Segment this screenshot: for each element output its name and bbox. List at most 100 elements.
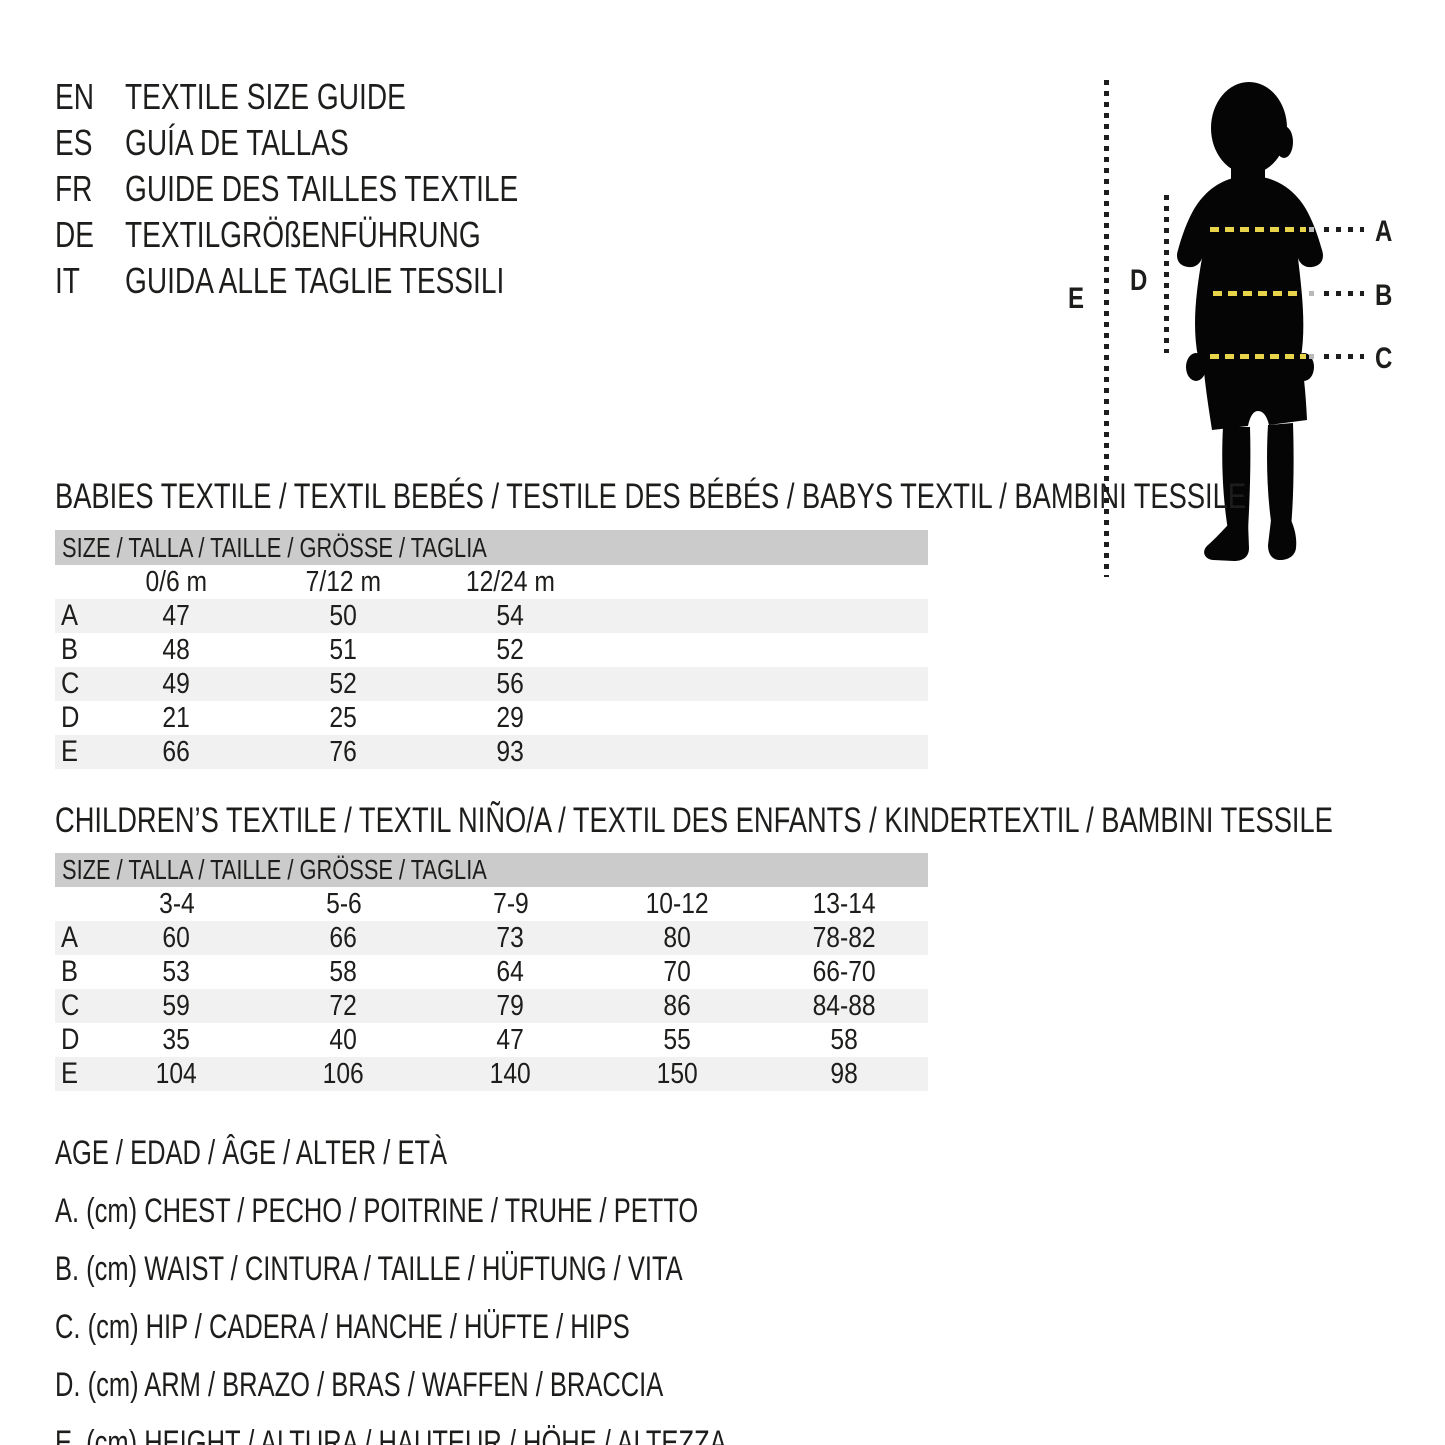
babies-section-title: BABIES TEXTILE / TEXTIL BEBÉS / TESTILE …: [55, 478, 1445, 516]
cell-value: 104: [155, 1057, 198, 1090]
table-row-D: D 35 40 47 55 58: [55, 1023, 928, 1057]
cell-value: 80: [663, 921, 692, 954]
column-header: 7/12 m: [305, 565, 382, 598]
table-row-D: D 21 25 29: [55, 701, 928, 735]
empty-cell: [594, 565, 761, 599]
row-label: C: [61, 667, 80, 700]
empty-cell: [761, 565, 928, 599]
row-label: D: [61, 701, 80, 734]
cell-value: 78-82: [812, 921, 877, 954]
cell-value: 47: [162, 599, 191, 632]
empty-cell: [761, 735, 928, 769]
language-title: GUIDA ALLE TAGLIE TESSILI: [125, 260, 505, 301]
cell-value: 106: [322, 1057, 365, 1090]
cell-value: 50: [329, 599, 358, 632]
cell-value: 56: [496, 667, 525, 700]
column-header: 13-14: [812, 887, 877, 920]
figure-label-D: D: [1130, 264, 1148, 297]
row-label: D: [61, 1023, 80, 1056]
row-label: C: [61, 989, 80, 1022]
language-code: ES: [55, 122, 93, 163]
cell-value: 58: [830, 1023, 859, 1056]
babies-size-header-text: SIZE / TALLA / TAILLE / GRÖSSE / TAGLIA: [62, 531, 487, 563]
legend-height: E. (cm) HEIGHT / ALTURA / HAUTEUR / HÖHE…: [55, 1423, 727, 1445]
column-header: 5-6: [325, 887, 362, 920]
language-code: IT: [55, 260, 80, 301]
row-label: E: [61, 735, 79, 768]
language-row-es: ES GUÍA DE TALLAS: [55, 120, 629, 166]
hip-dash-line-C: [1210, 354, 1306, 359]
language-row-de: DE TEXTILGRÖßENFÜHRUNG: [55, 212, 629, 258]
legend-waist: B. (cm) WAIST / CINTURA / TAILLE / HÜFTU…: [55, 1249, 683, 1288]
cell-value: 52: [496, 633, 525, 666]
cell-value: 73: [496, 921, 525, 954]
cell-value: 72: [329, 989, 358, 1022]
chest-dash-fade-A: [1309, 227, 1321, 232]
language-title: GUIDE DES TAILLES TEXTILE: [125, 168, 519, 209]
children-size-table: 3-4 5-6 7-9 10-12 13-14 A 60 66 73 80 78…: [55, 887, 928, 1091]
table-row-B: B 48 51 52: [55, 633, 928, 667]
empty-cell: [55, 565, 93, 599]
child-silhouette: [1177, 82, 1323, 561]
table-row-C: C 59 72 79 86 84-88: [55, 989, 928, 1023]
empty-cell: [761, 701, 928, 735]
empty-cell: [594, 735, 761, 769]
cell-value: 35: [162, 1023, 191, 1056]
cell-value: 47: [496, 1023, 525, 1056]
column-header: 10-12: [645, 887, 710, 920]
children-size-header-text: SIZE / TALLA / TAILLE / GRÖSSE / TAGLIA: [62, 854, 487, 885]
language-row-en: EN TEXTILE SIZE GUIDE: [55, 74, 629, 120]
hip-dotted-line-C: [1324, 354, 1364, 359]
row-label: E: [61, 1057, 79, 1090]
cell-value: 48: [162, 633, 191, 666]
language-row-fr: FR GUIDE DES TAILLES TEXTILE: [55, 166, 629, 212]
cell-value: 79: [496, 989, 525, 1022]
cell-value: 29: [496, 701, 525, 734]
waist-dash-line-B: [1213, 291, 1303, 296]
babies-section-title-text: BABIES TEXTILE / TEXTIL BEBÉS / TESTILE …: [55, 477, 1247, 516]
cell-value: 93: [496, 735, 525, 768]
babies-size-table: 0/6 m 7/12 m 12/24 m A 47 50 54 B 48 51 …: [55, 565, 928, 769]
children-size-header-bar: SIZE / TALLA / TAILLE / GRÖSSE / TAGLIA: [55, 853, 928, 887]
waist-dash-fade-B: [1309, 291, 1321, 296]
legend-hip: C. (cm) HIP / CADERA / HANCHE / HÜFTE / …: [55, 1307, 630, 1346]
empty-cell: [594, 599, 761, 633]
figure-label-A: A: [1375, 215, 1393, 248]
cell-value: 53: [162, 955, 191, 988]
column-header: 3-4: [158, 887, 195, 920]
cell-value: 86: [663, 989, 692, 1022]
figure-label-B: B: [1375, 279, 1393, 312]
cell-value: 64: [496, 955, 525, 988]
empty-cell: [761, 667, 928, 701]
children-column-header-row: 3-4 5-6 7-9 10-12 13-14: [55, 887, 928, 921]
babies-size-header-bar: SIZE / TALLA / TAILLE / GRÖSSE / TAGLIA: [55, 530, 928, 565]
cell-value: 54: [496, 599, 525, 632]
empty-cell: [594, 667, 761, 701]
cell-value: 60: [162, 921, 191, 954]
cell-value: 140: [489, 1057, 532, 1090]
figure-label-E: E: [1068, 282, 1085, 315]
column-header: 0/6 m: [145, 565, 208, 598]
babies-column-header-row: 0/6 m 7/12 m 12/24 m: [55, 565, 928, 599]
legend-age: AGE / EDAD / ÂGE / ALTER / ETÀ: [55, 1133, 448, 1172]
cell-value: 150: [656, 1057, 699, 1090]
language-code: EN: [55, 76, 95, 117]
language-title: TEXTILGRÖßENFÜHRUNG: [125, 214, 481, 255]
table-row-E: E 66 76 93: [55, 735, 928, 769]
cell-value: 66: [329, 921, 358, 954]
row-label: A: [61, 599, 79, 632]
table-row-C: C 49 52 56: [55, 667, 928, 701]
cell-value: 58: [329, 955, 358, 988]
cell-value: 76: [329, 735, 358, 768]
cell-value: 55: [663, 1023, 692, 1056]
hip-dash-fade-C: [1309, 354, 1321, 359]
cell-value: 49: [162, 667, 191, 700]
table-row-E: E 104 106 140 150 98: [55, 1057, 928, 1091]
children-section-title-text: CHILDREN’S TEXTILE / TEXTIL NIÑO/A / TEX…: [55, 801, 1333, 840]
children-section-title: CHILDREN’S TEXTILE / TEXTIL NIÑO/A / TEX…: [55, 802, 1445, 840]
column-header: 12/24 m: [465, 565, 556, 598]
height-measure-dotted-line-E: [1104, 80, 1109, 577]
table-row-B: B 53 58 64 70 66-70: [55, 955, 928, 989]
legend-arm: D. (cm) ARM / BRAZO / BRAS / WAFFEN / BR…: [55, 1365, 664, 1404]
